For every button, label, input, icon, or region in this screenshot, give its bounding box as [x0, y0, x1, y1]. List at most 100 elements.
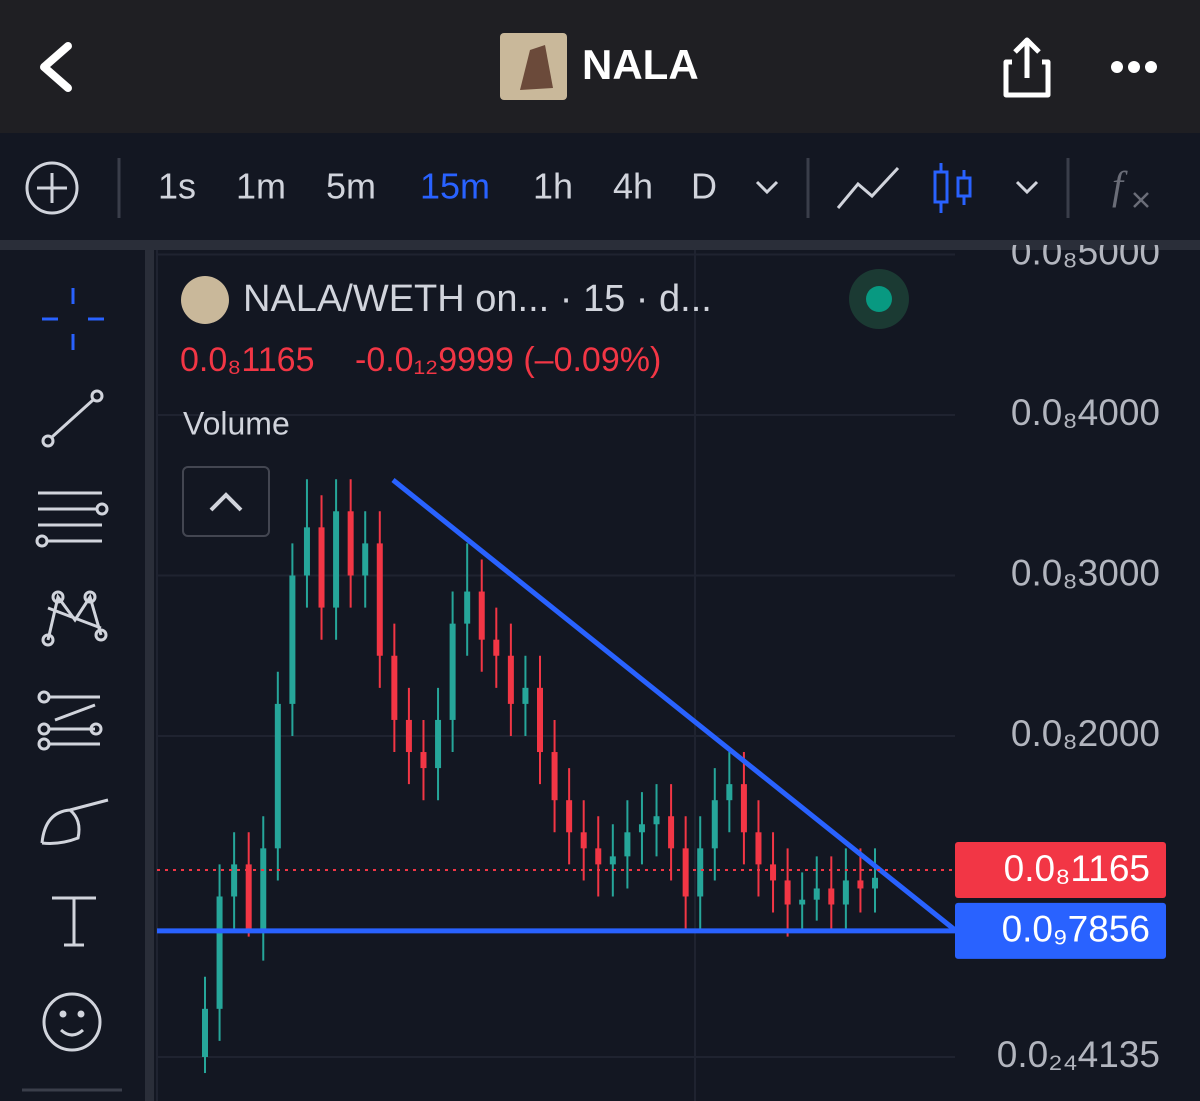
emoji-tool[interactable]: [42, 992, 102, 1052]
status-dot: [866, 286, 892, 312]
candle-body: [697, 848, 704, 897]
plot: 0.0₈5000 0.0₈4000 0.0₈3000 0.0₈2000 0.0₂₄413…: [156, 231, 1160, 1101]
candle-body: [405, 719, 412, 753]
candle-body: [493, 639, 500, 656]
y-tick-label: 0.0₈2000: [1011, 713, 1160, 754]
candle-body: [740, 784, 747, 833]
timeframe[interactable]: D: [691, 166, 717, 207]
collapse-icon: [209, 492, 243, 512]
candle-chart-button[interactable]: [933, 163, 972, 213]
legend-price: 0.0₈1165: [180, 341, 314, 379]
candle-body: [755, 832, 762, 865]
timeframe[interactable]: 1s: [158, 166, 196, 207]
candle-body: [624, 832, 631, 857]
candle-body: [537, 687, 543, 753]
timeframe[interactable]: 1h: [533, 166, 573, 207]
timeframe[interactable]: 4h: [613, 166, 653, 207]
candle-body: [711, 800, 718, 849]
top-bar: [0, 0, 1200, 133]
candle-body: [449, 623, 456, 720]
drawing-toolbar: [0, 250, 145, 1101]
legend-icon: [181, 276, 229, 324]
candle-body: [522, 687, 529, 704]
timeframe-dropdown[interactable]: [755, 180, 779, 195]
y-tick-label: 0.0₈3000: [1011, 552, 1160, 593]
price-label: 0.0₉7856: [1002, 909, 1150, 950]
brush-tool[interactable]: [40, 798, 109, 845]
indicator-label: Volume: [183, 405, 290, 441]
candle-body: [231, 864, 238, 897]
legend-symbol: NALA/WETH on... · 15 · d...: [243, 278, 712, 320]
candle-body: [799, 899, 806, 905]
y-tick-label: 0.0₂₄4135: [997, 1034, 1160, 1075]
candle-body: [653, 816, 660, 825]
candle-body: [303, 527, 310, 576]
candle-body: [507, 655, 514, 704]
candle-body: [347, 511, 354, 576]
candle-body: [770, 864, 777, 881]
divider: [145, 250, 154, 1101]
candle-body: [318, 527, 325, 608]
candle-body: [435, 719, 442, 769]
pattern-tool[interactable]: [41, 590, 108, 647]
price-label-box: [955, 902, 1166, 959]
prediction-tool[interactable]: [37, 690, 103, 751]
candle-body: [726, 784, 733, 801]
candle-body: [289, 575, 296, 704]
back-button[interactable]: [40, 42, 72, 92]
chart-type-dropdown[interactable]: [1015, 180, 1039, 195]
y-tick-label: 0.0₈4000: [1011, 392, 1160, 433]
toolbar: [0, 133, 1200, 240]
candle-body: [857, 880, 864, 889]
share-button[interactable]: [1003, 37, 1051, 98]
candle-body: [842, 880, 849, 905]
title: NALA: [582, 41, 699, 88]
text-tool[interactable]: [52, 896, 96, 947]
candle-body: [682, 848, 689, 897]
candle-body: [478, 591, 485, 640]
candle-body: [595, 848, 602, 865]
token-icon-art: [520, 45, 553, 90]
trend-line-tool[interactable]: [41, 389, 104, 448]
candle-body: [202, 1008, 208, 1057]
timeframes: 1s 1m 5m 15m 1h 4h D: [158, 166, 717, 207]
price-label: 0.0₈1165: [1004, 848, 1150, 889]
candle-body: [245, 864, 252, 929]
collapse-button[interactable]: [182, 466, 270, 537]
candle-body: [813, 888, 820, 900]
fib-tool[interactable]: [35, 491, 109, 548]
candle-body: [362, 543, 369, 576]
legend-change: -0.0₁₂9999 (–0.09%): [355, 341, 661, 379]
candle-body: [872, 877, 878, 889]
timeframe[interactable]: 5m: [326, 166, 376, 207]
candle-body: [216, 896, 223, 1009]
candle-body: [333, 511, 340, 608]
timeframe[interactable]: 15m: [420, 166, 490, 207]
candle-body: [391, 655, 398, 720]
line-chart-button[interactable]: [836, 166, 900, 209]
add-button[interactable]: [25, 161, 79, 215]
candle-body: [260, 848, 267, 929]
candle-body: [784, 880, 791, 905]
timeframe[interactable]: 1m: [236, 166, 286, 207]
candle-body: [274, 703, 281, 849]
candle-body: [828, 888, 835, 905]
candle-body: [551, 752, 558, 801]
indicators-x: [1133, 192, 1149, 208]
candle-body: [376, 543, 383, 656]
candle-body: [420, 752, 427, 769]
candle-body: [580, 832, 587, 849]
y-tick-label: 0.0₈5000: [1011, 231, 1160, 272]
divider: [0, 240, 1200, 250]
more-button[interactable]: [1111, 61, 1157, 73]
candle-body: [638, 824, 645, 833]
candle-body: [464, 591, 471, 624]
crosshair-tool[interactable]: [42, 288, 104, 350]
trend-line[interactable]: [391, 478, 957, 932]
candle-body: [566, 800, 573, 833]
price-label-box: [955, 842, 1166, 899]
candle-body: [668, 816, 675, 849]
candle-body: [609, 856, 616, 865]
